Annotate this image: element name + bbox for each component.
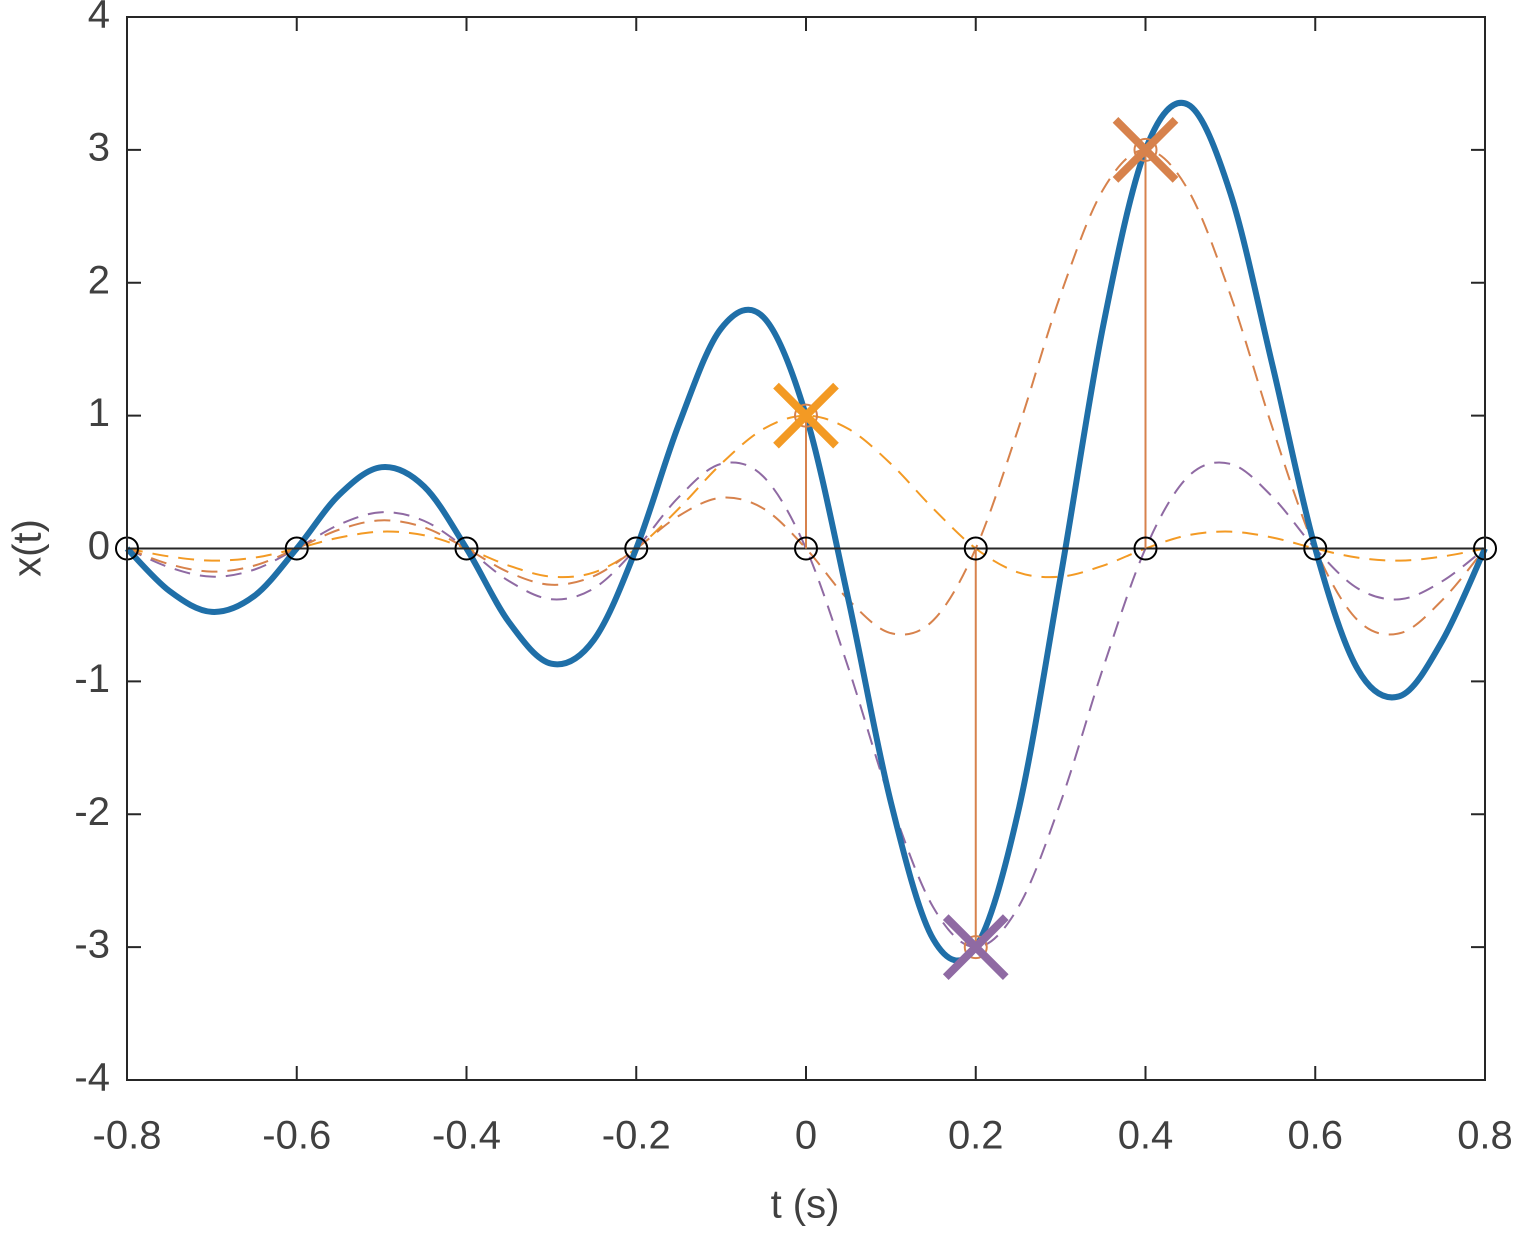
sample-marker — [1133, 137, 1158, 162]
x-axis-label: t (s) — [771, 1183, 840, 1227]
peak-marker — [773, 382, 839, 449]
x-tick-label: 0 — [795, 1114, 817, 1158]
x-tick-label: 0.4 — [1118, 1114, 1174, 1158]
axes-box — [126, 16, 1486, 1081]
sample-marker — [794, 536, 818, 561]
signal-curve — [124, 100, 1488, 964]
sample-marker — [454, 536, 479, 561]
sample-marker — [284, 536, 309, 561]
sample-marker — [794, 403, 818, 428]
x-tick-label: -0.2 — [602, 1114, 671, 1158]
x-tick-label: -0.8 — [93, 1114, 162, 1158]
x-tick-label: -0.4 — [432, 1114, 501, 1158]
y-tick-label: 3 — [88, 125, 110, 169]
y-tick-label: -3 — [74, 923, 110, 967]
y-tick-label: -2 — [74, 790, 110, 834]
peak-marker — [942, 914, 1009, 980]
y-tick-label: 4 — [88, 0, 110, 37]
sample-marker — [1133, 536, 1158, 561]
y-tick-label: -4 — [74, 1056, 110, 1100]
component-curve — [126, 461, 1486, 949]
sample-marker — [624, 536, 649, 561]
y-tick-label: -1 — [74, 657, 110, 701]
sample-marker — [1303, 536, 1328, 561]
x-tick-label: -0.6 — [262, 1114, 331, 1158]
sample-marker — [963, 536, 988, 561]
x-tick-label: 0.8 — [1457, 1114, 1513, 1158]
component-curve — [126, 148, 1486, 636]
x-tick-label: 0.2 — [948, 1114, 1004, 1158]
x-tick-label: 0.6 — [1287, 1114, 1343, 1158]
sample-marker — [963, 935, 988, 960]
y-axis-label: x(t) — [6, 519, 50, 577]
peak-marker — [1112, 117, 1179, 183]
y-tick-label: 2 — [88, 258, 110, 302]
y-tick-label: 0 — [88, 524, 110, 568]
y-tick-label: 1 — [88, 391, 110, 435]
